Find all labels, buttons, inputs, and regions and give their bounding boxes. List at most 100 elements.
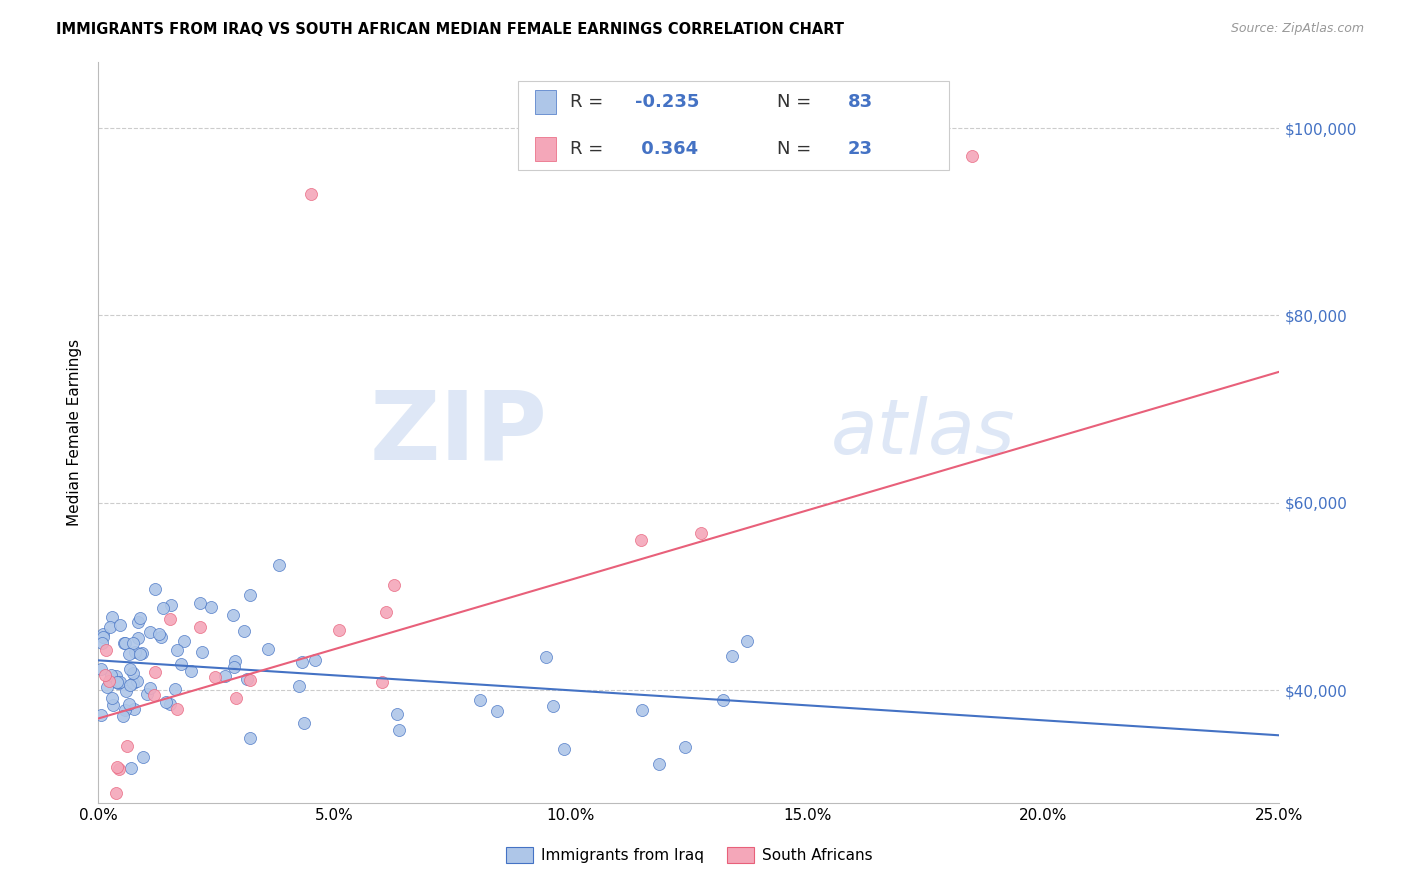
Point [105,669,128,683]
Point [91,630,114,644]
Point [101,691,124,706]
Point [139,625,162,640]
Point [536,649,558,664]
Point [129,647,152,661]
Point [160,598,183,612]
Point [190,645,212,659]
Point [962,149,984,163]
Point [97,673,120,688]
Point [200,600,222,615]
Point [470,693,492,707]
Point [121,665,143,680]
Point [735,633,758,648]
Point [170,657,193,672]
Point [112,708,135,723]
Point [673,740,696,755]
Point [100,668,122,682]
Point [180,664,202,678]
Point [304,653,326,667]
Point [239,588,262,602]
Point [94,643,117,657]
Text: atlas: atlas [831,396,1015,469]
Point [148,627,170,641]
Point [101,610,124,624]
Point [188,596,211,610]
Point [159,612,181,626]
Point [122,702,145,716]
Point [96,680,118,694]
Text: N =: N = [778,140,817,158]
Point [150,630,173,644]
FancyBboxPatch shape [536,137,557,161]
Point [118,662,141,676]
Text: IMMIGRANTS FROM IRAQ VS SOUTH AFRICAN MEDIAN FEMALE EARNINGS CORRELATION CHART: IMMIGRANTS FROM IRAQ VS SOUTH AFRICAN ME… [56,22,844,37]
Point [115,739,138,753]
Point [630,533,652,548]
Point [125,674,148,689]
Point [127,631,149,645]
Point [114,703,136,717]
Point [118,697,141,711]
Point [145,582,167,596]
Point [114,636,136,650]
Text: -0.235: -0.235 [636,93,700,111]
Point [120,762,142,776]
Point [485,704,508,718]
Point [166,702,188,716]
Text: 83: 83 [848,93,873,111]
Point [155,695,177,709]
Point [239,731,262,745]
Point [91,636,114,650]
Point [107,676,129,690]
Point [288,679,311,693]
Point [328,623,350,637]
Point [385,706,408,721]
Point [291,655,314,669]
Point [163,682,186,697]
Point [166,643,188,657]
Point [143,665,166,680]
Point [375,606,398,620]
Point [108,675,131,690]
Point [93,668,115,682]
Point [721,648,744,663]
Point [107,762,129,776]
Point [236,672,259,686]
Point [104,786,127,800]
Point [129,610,152,624]
Point [543,699,565,714]
Point [225,690,247,705]
Point [292,715,315,730]
Point [388,723,411,738]
Point [152,601,174,615]
Point [132,750,155,764]
Text: ZIP: ZIP [370,386,547,479]
Point [299,186,322,201]
Point [214,669,236,683]
Text: 23: 23 [848,140,873,158]
Text: Source: ZipAtlas.com: Source: ZipAtlas.com [1230,22,1364,36]
Point [103,698,125,712]
Point [224,659,246,673]
Point [269,558,291,572]
FancyBboxPatch shape [517,81,949,169]
Point [371,675,394,690]
Point [222,608,245,623]
Text: R =: R = [571,93,609,111]
Point [90,662,112,676]
Point [105,760,128,774]
Point [173,634,195,648]
Text: N =: N = [778,93,817,111]
Point [257,641,280,656]
Point [204,670,226,684]
Point [690,525,713,540]
Text: 0.364: 0.364 [636,140,699,158]
Point [122,636,145,650]
Point [553,742,575,756]
Point [135,687,157,701]
Point [121,675,143,690]
Point [224,654,246,668]
Point [131,646,153,660]
Point [90,708,112,723]
Point [98,620,121,634]
